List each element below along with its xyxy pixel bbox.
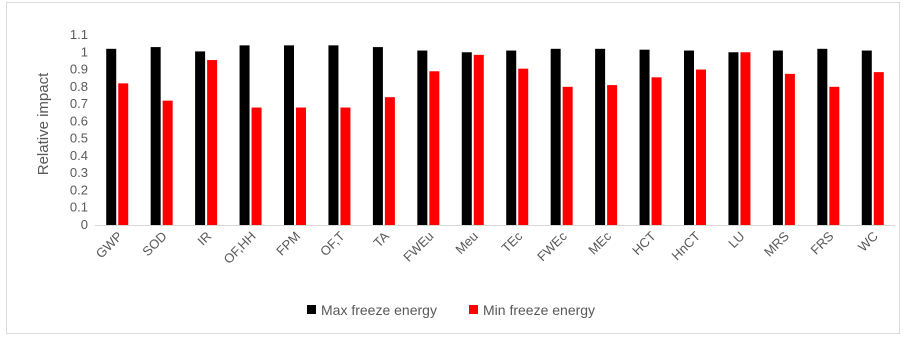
bar-chart: 0 0.1 0.2 0.3 0.4 0.5 0.6 0.7 0.8 0.9 1 1.1 GWP SOD I…	[35, 27, 895, 318]
bar-min-freeze-energy	[696, 69, 706, 225]
bar-min-freeze-energy	[429, 71, 440, 225]
bar-max-freeze-energy	[817, 48, 828, 226]
bar-min-freeze-energy	[162, 100, 173, 225]
legend-swatch	[469, 305, 478, 314]
y-axis-ticks: 0 0.1 0.2 0.3 0.4 0.5 0.6 0.7 0.8 0.9 1 1.1	[70, 27, 88, 232]
x-tick-label: Meu	[452, 229, 480, 257]
y-tick-label: 0.9	[70, 62, 88, 77]
bar-min-freeze-energy	[518, 68, 529, 225]
x-tick-label: MEc	[585, 228, 614, 257]
x-tick-label: OF,HH	[220, 229, 258, 267]
bar-max-freeze-energy	[328, 45, 339, 226]
bar-min-freeze-energy	[873, 72, 884, 226]
bar-max-freeze-energy	[772, 50, 783, 225]
bar-max-freeze-energy	[861, 50, 872, 225]
y-tick-label: 0.7	[70, 96, 88, 111]
bar-max-freeze-energy	[417, 50, 428, 225]
bar-max-freeze-energy	[239, 45, 250, 226]
bar-max-freeze-energy	[595, 48, 606, 226]
x-tick-label: TA	[370, 228, 392, 250]
x-tick-label: HCT	[629, 228, 659, 258]
legend-label: Max freeze energy	[321, 302, 437, 318]
bar-min-freeze-energy	[562, 86, 573, 226]
bar-min-freeze-energy	[118, 83, 129, 225]
y-axis-title: Relative impact	[35, 72, 52, 175]
bar-max-freeze-energy	[106, 48, 117, 226]
x-tick-label: OF,T	[317, 228, 348, 259]
bar-min-freeze-energy	[784, 73, 795, 225]
bar-max-freeze-energy	[684, 50, 694, 225]
bar-max-freeze-energy	[284, 45, 294, 226]
bar-min-freeze-energy	[829, 86, 840, 226]
x-axis-ticks: GWP SOD IR OF,HH FPM OF,T TA FWEu Meu TEc FWEc MEc H…	[93, 228, 881, 267]
bar-max-freeze-energy	[728, 52, 739, 225]
x-tick-label: GWP	[93, 229, 126, 262]
bar-max-freeze-energy	[550, 48, 561, 226]
legend-swatch	[307, 305, 316, 314]
y-tick-label: 0.2	[70, 182, 88, 197]
bar-max-freeze-energy	[150, 47, 161, 225]
bar-min-freeze-energy	[340, 107, 351, 225]
y-tick-label: 0.1	[70, 200, 88, 215]
x-tick-label: MRS	[761, 228, 792, 259]
y-tick-label: 0.4	[70, 148, 88, 163]
bar-max-freeze-energy	[372, 47, 383, 225]
bar-min-freeze-energy	[384, 97, 395, 225]
x-tick-label: FRS	[807, 228, 836, 257]
y-tick-label: 1	[81, 44, 88, 59]
x-tick-label: FWEu	[400, 229, 436, 265]
bar-min-freeze-energy	[740, 52, 751, 225]
bar-min-freeze-energy	[251, 107, 262, 225]
y-tick-label: 0.3	[70, 165, 88, 180]
x-tick-label: WC	[855, 229, 881, 255]
y-tick-label: 0.5	[70, 131, 88, 146]
bar-min-freeze-energy	[651, 77, 662, 226]
bar-min-freeze-energy	[607, 85, 618, 225]
chart-frame: 0 0.1 0.2 0.3 0.4 0.5 0.6 0.7 0.8 0.9 1 1.1 GWP SOD I…	[6, 2, 900, 334]
y-tick-label: 0.8	[70, 79, 88, 94]
bar-min-freeze-energy	[473, 54, 484, 226]
x-tick-label: HnCT	[669, 228, 704, 263]
y-tick-label: 0.6	[70, 113, 88, 128]
y-tick-label: 0	[81, 217, 88, 232]
bar-series	[106, 45, 884, 226]
bar-max-freeze-energy	[195, 51, 206, 226]
x-tick-label: FPM	[273, 229, 303, 259]
y-tick-label: 1.1	[70, 27, 88, 42]
bar-max-freeze-energy	[461, 52, 472, 225]
bar-max-freeze-energy	[639, 49, 650, 225]
bar-min-freeze-energy	[207, 60, 218, 225]
bar-max-freeze-energy	[506, 50, 517, 225]
legend: Max freeze energy Min freeze energy	[307, 302, 595, 318]
x-tick-label: LU	[725, 229, 747, 251]
x-tick-label: SOD	[139, 229, 170, 260]
bar-min-freeze-energy	[296, 107, 306, 225]
x-tick-label: IR	[194, 229, 214, 249]
x-tick-label: TEc	[498, 228, 525, 255]
legend-label: Min freeze energy	[483, 302, 595, 318]
x-tick-label: FWEc	[534, 228, 570, 264]
